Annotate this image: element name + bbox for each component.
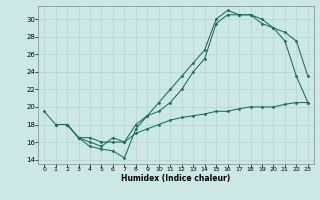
X-axis label: Humidex (Indice chaleur): Humidex (Indice chaleur) <box>121 174 231 183</box>
